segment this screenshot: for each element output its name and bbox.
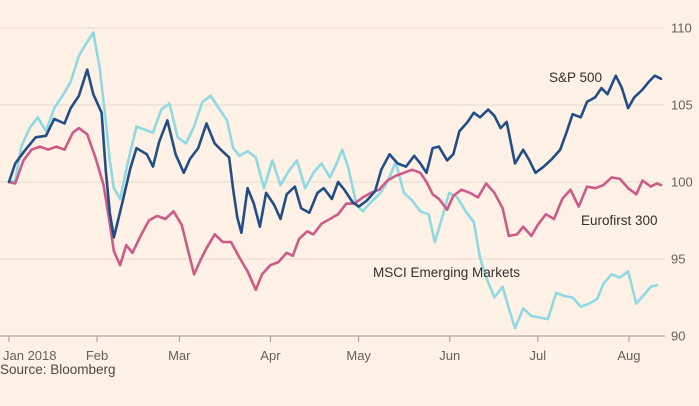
x-tick-label-0: Jan 2018 xyxy=(3,348,57,363)
y-tick-label-110: 110 xyxy=(671,21,692,36)
x-tick-label-3: Apr xyxy=(260,348,281,363)
y-tick-label-105: 105 xyxy=(671,98,693,113)
x-tick-label-7: Aug xyxy=(617,348,640,363)
series-label-msci-em: MSCI Emerging Markets xyxy=(373,265,520,280)
y-tick-label-100: 100 xyxy=(671,175,693,190)
x-tick-label-4: May xyxy=(346,348,371,363)
x-tick-label-1: Feb xyxy=(86,348,108,363)
series-labels: S&P 500 Eurofirst 300 MSCI Emerging Mark… xyxy=(373,70,658,280)
x-tick-label-2: Mar xyxy=(168,348,191,363)
x-tick-label-6: Jul xyxy=(529,348,546,363)
x-tick-label-5: Jun xyxy=(439,348,460,363)
source-note: Source: Bloomberg xyxy=(0,362,116,377)
y-tick-label-95: 95 xyxy=(671,252,685,267)
series-label-eurofirst300: Eurofirst 300 xyxy=(581,213,658,228)
y-tick-label-90: 90 xyxy=(671,329,685,344)
line-chart: 90 95 100 105 110 Jan 2018 Feb Mar Apr May Jun Jul A… xyxy=(0,0,699,406)
series-line-eurofirst-300 xyxy=(9,128,661,290)
series-label-sp500: S&P 500 xyxy=(549,70,602,85)
